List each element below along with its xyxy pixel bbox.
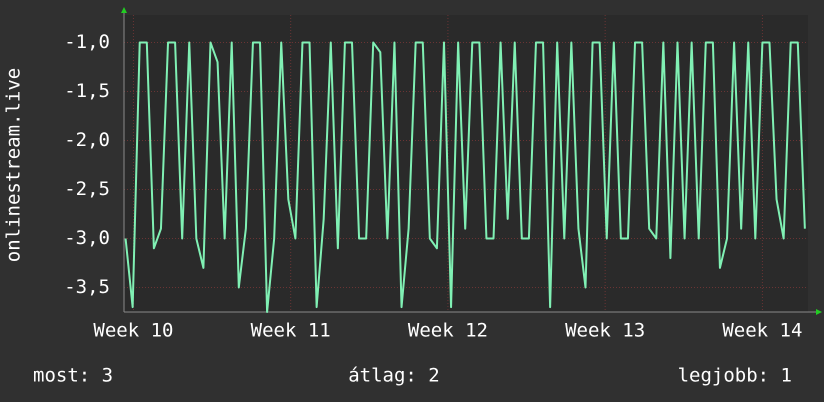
x-tick-label: Week 14 xyxy=(722,320,802,342)
data-line xyxy=(124,41,806,313)
x-tick-label: Week 11 xyxy=(251,320,331,342)
y-tick-label: -2,0 xyxy=(64,129,110,151)
y-tick-label: -3,5 xyxy=(64,276,110,298)
x-tick-label: Week 13 xyxy=(565,320,645,342)
y-tick-label: -2,5 xyxy=(64,178,110,200)
y-tick-label: -3,0 xyxy=(64,227,110,249)
x-tick-label: Week 12 xyxy=(408,320,488,342)
stat-label: átlag: 2 xyxy=(348,365,440,387)
stat-label: most: 3 xyxy=(33,365,113,387)
y-tick-label: -1,5 xyxy=(64,80,110,102)
y-axis-label: onlinestream.live xyxy=(3,68,25,262)
y-tick-label: -1,0 xyxy=(64,31,110,53)
x-tick-label: Week 10 xyxy=(93,320,173,342)
y-arrow xyxy=(121,7,127,13)
x-arrow xyxy=(816,309,822,315)
stat-label: legjobb: 1 xyxy=(678,365,792,387)
